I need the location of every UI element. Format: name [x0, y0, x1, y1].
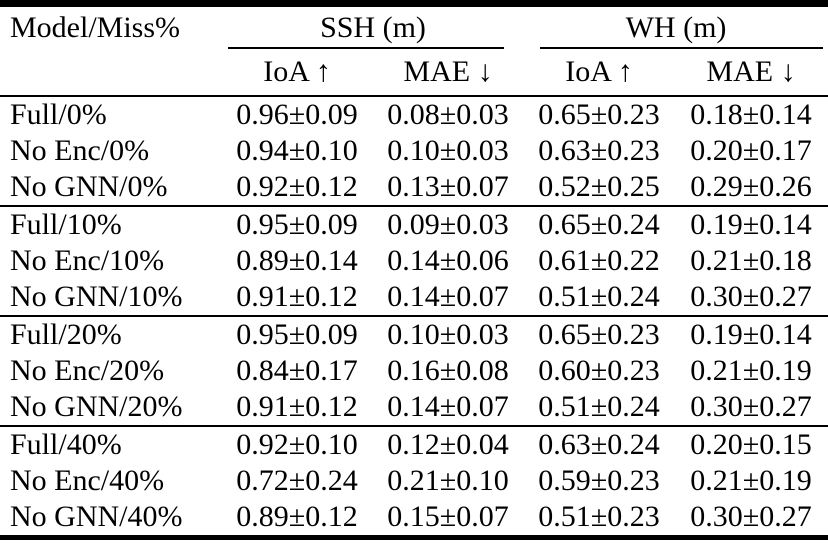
model-label: No GNN/10%	[10, 280, 183, 313]
cell-ssh-mae: 0.21±0.10	[387, 464, 509, 497]
cell-wh-ioa: 0.51±0.24	[538, 280, 660, 313]
table-row: No GNN/0% 0.92±0.12 0.13±0.07 0.52±0.25 …	[0, 169, 828, 205]
cell-wh-mae: 0.21±0.19	[690, 464, 812, 497]
cell-wh-ioa: 0.59±0.23	[538, 464, 660, 497]
cell-ssh-ioa: 0.89±0.14	[236, 244, 358, 277]
model-label: No Enc/20%	[10, 354, 165, 387]
subheader-wh-mae: MAE ↓	[706, 55, 796, 88]
cmidrule-ssh	[228, 47, 504, 49]
cell-ssh-mae: 0.08±0.03	[387, 98, 509, 131]
section-miss-0: Full/0% 0.96±0.09 0.08±0.03 0.65±0.23 0.…	[0, 97, 828, 205]
table-row: No Enc/0% 0.94±0.10 0.10±0.03 0.63±0.23 …	[0, 133, 828, 169]
cell-wh-mae: 0.21±0.19	[690, 354, 812, 387]
table-header-row-groups: Model/Miss% SSH (m) WH (m)	[0, 7, 828, 49]
header-rule	[0, 95, 828, 97]
model-label: Full/20%	[10, 318, 122, 351]
cell-ssh-mae: 0.09±0.03	[387, 208, 509, 241]
cell-ssh-ioa: 0.92±0.12	[236, 170, 358, 203]
subheader-empty	[0, 49, 222, 95]
cell-ssh-mae: 0.14±0.07	[387, 390, 509, 423]
subheader-wh-ioa: IoA ↑	[565, 55, 633, 88]
cell-wh-mae: 0.19±0.14	[690, 208, 812, 241]
cell-wh-ioa: 0.52±0.25	[538, 170, 660, 203]
cmidrule-wh	[540, 47, 823, 49]
cell-ssh-ioa: 0.91±0.12	[236, 390, 358, 423]
table-row: No Enc/20% 0.84±0.17 0.16±0.08 0.60±0.23…	[0, 353, 828, 389]
table-row: No GNN/20% 0.91±0.12 0.14±0.07 0.51±0.24…	[0, 389, 828, 425]
cell-wh-mae: 0.18±0.14	[690, 98, 812, 131]
model-label: No GNN/40%	[10, 500, 183, 533]
cell-ssh-ioa: 0.95±0.09	[236, 318, 358, 351]
cell-ssh-ioa: 0.96±0.09	[236, 98, 358, 131]
table-row: No GNN/10% 0.91±0.12 0.14±0.07 0.51±0.24…	[0, 279, 828, 315]
cell-ssh-ioa: 0.84±0.17	[236, 354, 358, 387]
model-label: Full/10%	[10, 208, 122, 241]
model-label: No Enc/10%	[10, 244, 165, 277]
cell-wh-ioa: 0.51±0.24	[538, 390, 660, 423]
subheader-ssh-ioa: IoA ↑	[263, 55, 331, 88]
model-label: No Enc/40%	[10, 464, 165, 497]
section-miss-40: Full/40% 0.92±0.10 0.12±0.04 0.63±0.24 0…	[0, 427, 828, 535]
cell-ssh-mae: 0.13±0.07	[387, 170, 509, 203]
cell-ssh-mae: 0.16±0.08	[387, 354, 509, 387]
cell-ssh-mae: 0.14±0.06	[387, 244, 509, 277]
group-header-ssh-label: SSH (m)	[320, 11, 426, 44]
cell-wh-ioa: 0.65±0.24	[538, 208, 660, 241]
table-row: Full/0% 0.96±0.09 0.08±0.03 0.65±0.23 0.…	[0, 97, 828, 133]
table-header-row-metrics: IoA ↑ MAE ↓ IoA ↑ MAE ↓	[0, 49, 828, 95]
table-row: No Enc/40% 0.72±0.24 0.21±0.10 0.59±0.23…	[0, 463, 828, 499]
cell-wh-mae: 0.19±0.14	[690, 318, 812, 351]
section-divider	[0, 205, 828, 207]
table-row: Full/10% 0.95±0.09 0.09±0.03 0.65±0.24 0…	[0, 207, 828, 243]
cell-wh-ioa: 0.65±0.23	[538, 318, 660, 351]
top-rule	[0, 0, 828, 7]
cell-wh-ioa: 0.63±0.24	[538, 428, 660, 461]
table-row: Full/20% 0.95±0.09 0.10±0.03 0.65±0.23 0…	[0, 317, 828, 353]
cell-wh-ioa: 0.63±0.23	[538, 134, 660, 167]
cell-wh-mae: 0.30±0.27	[690, 500, 812, 533]
cell-ssh-mae: 0.14±0.07	[387, 280, 509, 313]
section-divider	[0, 425, 828, 427]
model-label: No GNN/20%	[10, 390, 183, 423]
cell-ssh-mae: 0.10±0.03	[387, 134, 509, 167]
section-miss-20: Full/20% 0.95±0.09 0.10±0.03 0.65±0.23 0…	[0, 317, 828, 425]
table-row: No Enc/10% 0.89±0.14 0.14±0.06 0.61±0.22…	[0, 243, 828, 279]
table-row: Full/40% 0.92±0.10 0.12±0.04 0.63±0.24 0…	[0, 427, 828, 463]
model-label: Full/0%	[10, 98, 107, 131]
model-label: No Enc/0%	[10, 134, 150, 167]
bottom-rule	[0, 535, 828, 540]
cell-ssh-ioa: 0.94±0.10	[236, 134, 358, 167]
cell-wh-mae: 0.30±0.27	[690, 280, 812, 313]
cell-ssh-mae: 0.10±0.03	[387, 318, 509, 351]
cell-ssh-ioa: 0.72±0.24	[236, 464, 358, 497]
cell-wh-mae: 0.29±0.26	[690, 170, 812, 203]
group-header-ssh: SSH (m)	[222, 7, 524, 49]
table-row: No GNN/40% 0.89±0.12 0.15±0.07 0.51±0.23…	[0, 499, 828, 535]
column-header-model-miss: Model/Miss%	[10, 11, 181, 44]
cell-wh-ioa: 0.65±0.23	[538, 98, 660, 131]
group-header-wh: WH (m)	[524, 7, 828, 49]
cell-wh-mae: 0.20±0.17	[690, 134, 812, 167]
cell-wh-mae: 0.20±0.15	[690, 428, 812, 461]
section-miss-10: Full/10% 0.95±0.09 0.09±0.03 0.65±0.24 0…	[0, 207, 828, 315]
cell-ssh-ioa: 0.95±0.09	[236, 208, 358, 241]
cell-wh-ioa: 0.61±0.22	[538, 244, 660, 277]
cell-ssh-mae: 0.15±0.07	[387, 500, 509, 533]
cell-ssh-ioa: 0.89±0.12	[236, 500, 358, 533]
group-header-wh-label: WH (m)	[625, 11, 727, 44]
cell-wh-mae: 0.21±0.18	[690, 244, 812, 277]
cell-ssh-mae: 0.12±0.04	[387, 428, 509, 461]
cell-wh-mae: 0.30±0.27	[690, 390, 812, 423]
model-label: Full/40%	[10, 428, 122, 461]
model-label: No GNN/0%	[10, 170, 168, 203]
cell-wh-ioa: 0.60±0.23	[538, 354, 660, 387]
cell-wh-ioa: 0.51±0.23	[538, 500, 660, 533]
cell-ssh-ioa: 0.92±0.10	[236, 428, 358, 461]
section-divider	[0, 315, 828, 317]
subheader-ssh-mae: MAE ↓	[403, 55, 493, 88]
cell-ssh-ioa: 0.91±0.12	[236, 280, 358, 313]
